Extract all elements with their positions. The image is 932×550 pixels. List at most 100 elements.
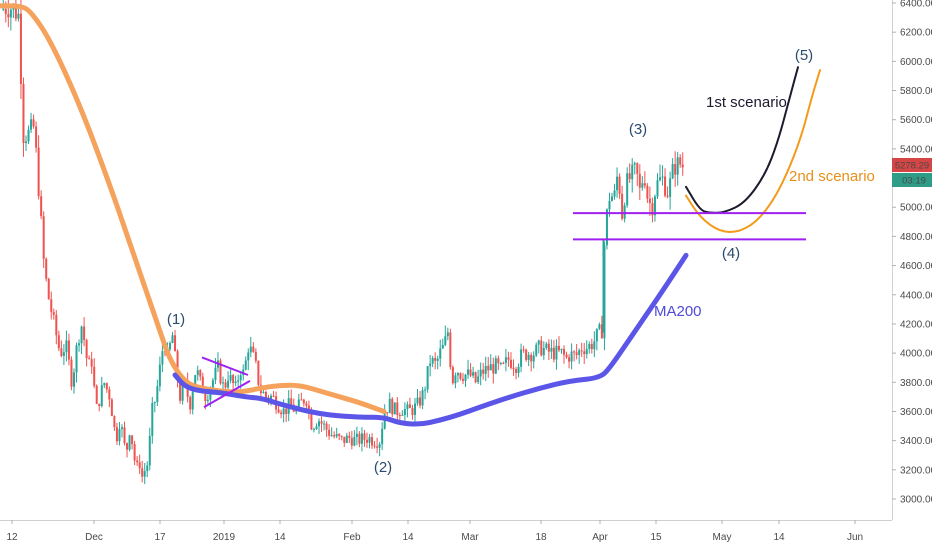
candle-body <box>249 346 252 353</box>
x-tick-label: 14 <box>274 532 286 543</box>
candle-body <box>65 340 68 353</box>
candle-body <box>573 351 576 353</box>
candle-body <box>565 354 568 358</box>
candle-body <box>671 164 674 179</box>
1st-scenario-line <box>685 66 799 214</box>
candle-body <box>141 468 144 477</box>
candle-body <box>611 196 614 201</box>
chart-annotations: (1) (2) (3) (4) (5) MA200 1st scenario 2… <box>167 47 875 476</box>
candle-body <box>381 428 384 445</box>
candle-body <box>608 200 611 210</box>
y-tick-label: 4400.00 <box>900 290 932 301</box>
candle-body <box>88 358 91 360</box>
candle-body <box>151 402 154 436</box>
candle-body <box>323 423 326 425</box>
candle-body <box>679 157 682 165</box>
candle-body <box>194 375 197 392</box>
candle-body <box>234 381 237 383</box>
candle-body <box>580 350 583 352</box>
last-price-label: 5278.29 03:19 <box>892 158 932 187</box>
candle-body <box>661 176 664 178</box>
candle-body <box>85 339 88 359</box>
candle-body <box>14 4 17 19</box>
x-tick-label: 14 <box>773 532 785 543</box>
candle-body <box>669 178 672 197</box>
candle-body <box>196 370 199 376</box>
candle-body <box>174 335 177 352</box>
candle-body <box>429 363 432 367</box>
candle-body <box>211 380 214 389</box>
scenario-1-label: 1st scenario <box>706 94 787 111</box>
candle-body <box>376 446 379 448</box>
plot-area: (1) (2) (3) (4) (5) MA200 1st scenario 2… <box>0 0 875 485</box>
candle-body <box>90 359 93 367</box>
candle-body <box>128 435 131 450</box>
candle-body <box>537 340 540 345</box>
candle-body <box>232 375 235 383</box>
candle-body <box>345 435 348 443</box>
candle-body <box>2 8 5 10</box>
candle-body <box>133 444 136 461</box>
candle-body <box>108 389 111 400</box>
candle-body <box>406 404 409 409</box>
countdown-timer: 03:19 <box>902 176 926 187</box>
candle-body <box>585 348 588 355</box>
candle-body <box>449 332 452 368</box>
candle-body <box>484 365 487 374</box>
candle-body <box>24 141 28 144</box>
candle-body <box>664 176 667 196</box>
candle-body <box>153 402 156 404</box>
price-axis[interactable]: 6400.00 6200.00 6000.00 5800.00 5600.00 5400.… <box>892 0 932 520</box>
candle-body <box>593 341 596 350</box>
y-tick-label: 4800.00 <box>900 232 932 243</box>
candle-body <box>547 343 550 352</box>
wedge-trendline <box>203 379 251 408</box>
candle-body <box>67 340 70 360</box>
candle-body <box>340 436 343 438</box>
candle-body <box>373 445 376 447</box>
candle-body <box>244 360 247 370</box>
candle-body <box>138 462 141 469</box>
candle-body <box>176 351 179 381</box>
candle-body <box>156 386 159 403</box>
candle-body <box>148 435 151 466</box>
candle-body <box>616 176 619 191</box>
candle-body <box>502 362 505 364</box>
wave-label-2: (2) <box>374 459 392 476</box>
candle-body <box>22 83 25 144</box>
candle-body <box>161 351 164 365</box>
candle-body <box>363 433 366 440</box>
candle-body <box>113 416 116 428</box>
candle-body <box>143 471 146 477</box>
candle-body <box>469 369 472 376</box>
candle-body <box>550 347 553 352</box>
candle-body <box>391 398 394 415</box>
candle-body <box>570 351 573 362</box>
candle-body <box>264 391 267 398</box>
candle-body <box>7 13 10 18</box>
candle-body <box>371 437 374 446</box>
candle-body <box>350 438 353 446</box>
last-price-value: 5278.29 <box>895 161 929 172</box>
candle-body <box>355 433 358 437</box>
time-axis[interactable]: 12 Dec 17 2019 14 Feb 14 Mar 18 Apr 15 May 14 Jun <box>0 520 892 543</box>
candle-body <box>482 369 485 374</box>
candle-body <box>272 395 275 397</box>
candle-body <box>214 367 217 381</box>
candle-body <box>522 349 525 351</box>
candle-body <box>509 359 512 368</box>
candle-body <box>136 460 139 463</box>
candle-body <box>83 326 86 340</box>
candle-body <box>600 324 603 339</box>
wave-label-3: (3) <box>629 121 647 138</box>
x-tick-label: 12 <box>6 532 18 543</box>
candle-body <box>530 354 533 362</box>
candle-body <box>252 346 255 352</box>
ma200-line <box>172 252 689 427</box>
candle-body <box>396 402 399 415</box>
candle-body <box>285 408 288 414</box>
candle-body <box>472 372 475 376</box>
candle-body <box>123 427 126 444</box>
candle-body <box>456 373 459 376</box>
